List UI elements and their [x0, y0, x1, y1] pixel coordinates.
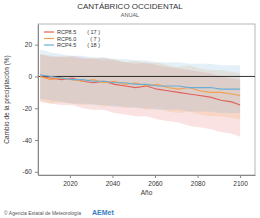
y-tick: -40: [23, 137, 38, 144]
legend-label: RCP4.5: [57, 42, 76, 48]
y-tick-label: 20: [25, 41, 33, 48]
legend-count: ( 18 ): [87, 42, 100, 48]
y-tick-label: -40: [23, 137, 33, 144]
legend-swatch: [44, 31, 54, 32]
x-tick-label: 2020: [63, 180, 78, 187]
title: CANTÁBRICO OCCIDENTAL: [77, 2, 183, 11]
x-tick: 2060: [148, 175, 163, 187]
plot-area: 2020 2040 2060 2080 2100 -60 -40 -20 0 20 RCP8.5 ( …: [23, 24, 256, 187]
reference-line: [38, 76, 255, 77]
y-tick: 0: [28, 73, 38, 80]
legend: RCP8.5 ( 17 ) RCP6.0 ( 7 ) RCP4.5 ( 18 ): [44, 29, 100, 48]
source: © Agencia Estatal de Meteorología: [4, 210, 81, 216]
legend-swatch: [44, 38, 54, 39]
x-axis-line: [39, 175, 256, 176]
y-tick-label: -20: [23, 105, 33, 112]
x-axis: 2020 2040 2060 2080 2100: [39, 175, 256, 187]
range-band: [40, 49, 240, 113]
y-tick-mark: [35, 76, 38, 77]
plot-frame: [38, 24, 255, 175]
x-tick-mark: [155, 175, 156, 178]
x-tick-mark: [70, 175, 71, 178]
x-tick-label: 2080: [191, 180, 206, 187]
y-tick: -20: [23, 105, 38, 112]
legend-swatch: [44, 44, 54, 45]
logo: AEMet: [92, 209, 114, 216]
y-tick-label: 0: [28, 73, 32, 80]
y-tick: -60: [23, 168, 38, 175]
legend-label: RCP8.5: [57, 29, 76, 35]
series-line: [40, 76, 240, 105]
subtitle: ANUAL: [121, 12, 139, 18]
x-tick: 2100: [233, 175, 248, 187]
y-axis-title: Cambio de la precipitación (%): [3, 55, 11, 144]
x-tick: 2080: [191, 175, 206, 187]
y-tick: 20: [25, 41, 38, 48]
x-tick: 2040: [106, 175, 121, 187]
x-tick-label: 2060: [148, 180, 163, 187]
chart: CANTÁBRICO OCCIDENTALANUAL20202040206020…: [0, 0, 260, 218]
y-axis-line: [38, 25, 39, 176]
x-tick-label: 2040: [106, 180, 121, 187]
x-tick: 2020: [63, 175, 78, 187]
x-tick-label: 2100: [233, 180, 248, 187]
x-tick-mark: [198, 175, 199, 178]
y-axis: -60 -40 -20 0 20: [23, 25, 39, 176]
legend-count: ( 7 ): [90, 36, 100, 42]
y-tick-mark: [35, 45, 38, 46]
x-tick-mark: [240, 175, 241, 178]
marks: [38, 49, 255, 136]
x-tick-mark: [112, 175, 113, 178]
y-tick-mark: [35, 172, 38, 173]
legend-label: RCP6.0: [57, 36, 76, 42]
x-axis-title: Año: [141, 189, 153, 196]
legend-count: ( 17 ): [87, 29, 100, 35]
y-tick-mark: [35, 108, 38, 109]
series-line: [40, 75, 240, 89]
y-tick-label: -60: [23, 168, 33, 175]
y-tick-mark: [35, 140, 38, 141]
